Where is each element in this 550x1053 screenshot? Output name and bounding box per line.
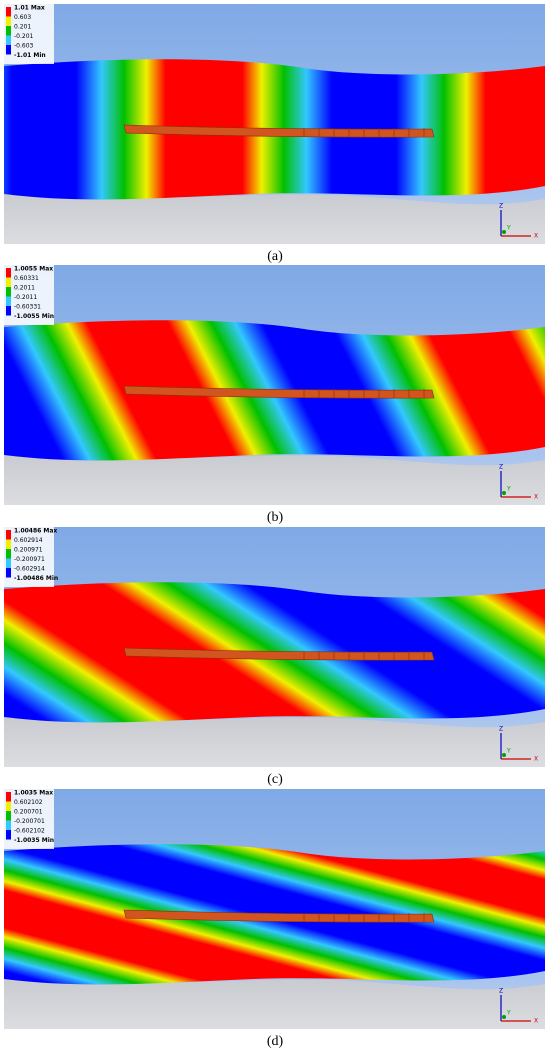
legend-label: 0.603 bbox=[14, 14, 31, 21]
axis-label: Z bbox=[499, 988, 503, 995]
legend-swatch bbox=[6, 287, 11, 297]
ground bbox=[4, 974, 545, 1029]
axis-label: X bbox=[534, 1018, 538, 1025]
axis-label: Y bbox=[506, 748, 511, 755]
beam bbox=[123, 909, 435, 923]
legend-label: -0.602102 bbox=[14, 828, 45, 835]
legend-swatch bbox=[6, 45, 11, 55]
legend-label: -0.2011 bbox=[14, 294, 37, 301]
y-axis bbox=[502, 230, 506, 234]
caption: (b) bbox=[267, 510, 284, 525]
legend-label: -0.201 bbox=[14, 33, 34, 40]
legend-box bbox=[4, 265, 54, 325]
legend-label: -1.0055 Min bbox=[14, 313, 54, 320]
panel: 1.0055 Max 0.60331 0.2011 -0.2011 -0.60331 -1… bbox=[4, 265, 545, 505]
legend-label: -1.0035 Min bbox=[14, 837, 54, 844]
legend-swatch bbox=[6, 16, 11, 26]
panel: 1.0035 Max 0.602102 0.200701 -0.200701 -0.60… bbox=[4, 789, 545, 1029]
y-axis bbox=[502, 491, 506, 495]
legend-label: 1.0055 Max bbox=[14, 266, 53, 273]
legend-swatch bbox=[6, 558, 11, 568]
caption: (c) bbox=[267, 772, 283, 787]
legend-label: -1.01 Min bbox=[14, 52, 46, 59]
axis-label: X bbox=[534, 494, 538, 501]
legend-swatch bbox=[6, 268, 11, 278]
legend-swatch bbox=[6, 7, 11, 17]
axis-label: Y bbox=[506, 225, 511, 232]
legend-swatch bbox=[6, 277, 11, 287]
y-axis bbox=[502, 1015, 506, 1019]
beam bbox=[123, 124, 435, 138]
axis-label: Y bbox=[506, 486, 511, 493]
panel: 1.01 Max 0.603 0.201 -0.201 -0.603 -1.01 Min Z… bbox=[4, 4, 545, 244]
caption: (d) bbox=[267, 1034, 284, 1049]
legend-label: -0.603 bbox=[14, 43, 34, 50]
axis-label: Z bbox=[499, 726, 503, 733]
legend-label: 0.201 bbox=[14, 24, 31, 31]
legend-swatch bbox=[6, 820, 11, 830]
legend-label: 0.200701 bbox=[14, 809, 43, 816]
legend-label: -1.00486 Min bbox=[14, 575, 58, 582]
axis-label: X bbox=[534, 756, 538, 763]
legend-swatch bbox=[6, 830, 11, 840]
legend-label: 0.602102 bbox=[14, 799, 43, 806]
beam bbox=[123, 647, 435, 661]
legend-label: -0.60331 bbox=[14, 304, 41, 311]
legend-label: 1.0035 Max bbox=[14, 790, 53, 797]
legend-label: 0.2011 bbox=[14, 285, 35, 292]
legend-swatch bbox=[6, 568, 11, 578]
legend-swatch bbox=[6, 26, 11, 36]
legend-swatch bbox=[6, 539, 11, 549]
legend-swatch bbox=[6, 35, 11, 45]
legend-label: -0.602914 bbox=[14, 566, 45, 573]
legend-box bbox=[4, 4, 54, 64]
ground bbox=[4, 189, 545, 244]
legend-label: 1.01 Max bbox=[14, 5, 45, 12]
legend-box bbox=[4, 789, 54, 849]
axis-label: Y bbox=[506, 1010, 511, 1017]
legend-box bbox=[4, 527, 54, 587]
legend-swatch bbox=[6, 811, 11, 821]
beam bbox=[123, 385, 435, 399]
caption: (a) bbox=[267, 249, 283, 264]
legend-swatch bbox=[6, 549, 11, 559]
legend-label: -0.200701 bbox=[14, 818, 45, 825]
ground bbox=[4, 450, 545, 505]
legend-swatch bbox=[6, 801, 11, 811]
legend-swatch bbox=[6, 792, 11, 802]
axis-label: Z bbox=[499, 203, 503, 210]
axis-label: X bbox=[534, 233, 538, 240]
y-axis bbox=[502, 753, 506, 757]
panel: 1.00486 Max 0.602914 0.200971 -0.200971 -0.6… bbox=[4, 527, 545, 767]
legend-label: 0.602914 bbox=[14, 537, 43, 544]
legend-label: -0.200971 bbox=[14, 556, 45, 563]
legend-swatch bbox=[6, 296, 11, 306]
legend-label: 0.60331 bbox=[14, 275, 39, 282]
legend-swatch bbox=[6, 306, 11, 316]
legend-label: 0.200971 bbox=[14, 547, 43, 554]
legend-swatch bbox=[6, 530, 11, 540]
legend-label: 1.00486 Max bbox=[14, 528, 57, 535]
axis-label: Z bbox=[499, 464, 503, 471]
ground bbox=[4, 712, 545, 767]
